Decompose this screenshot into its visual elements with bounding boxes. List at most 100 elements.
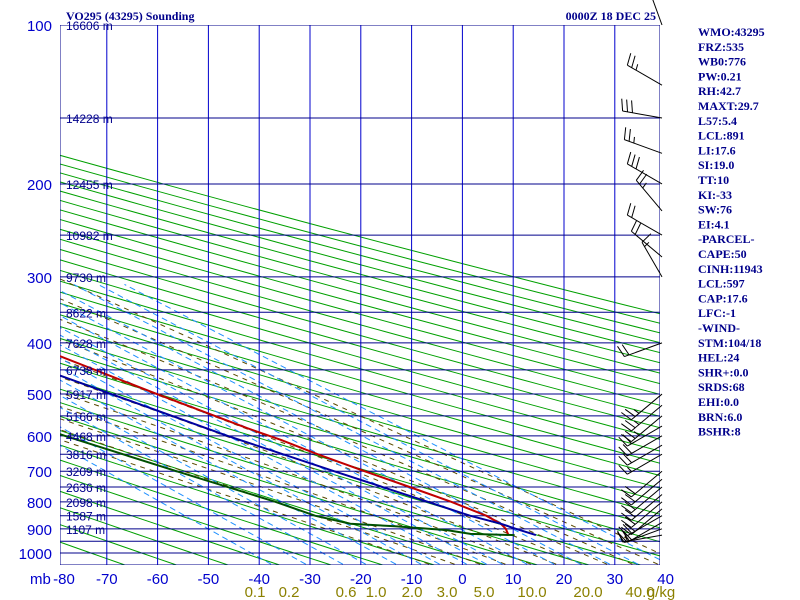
height-label: 12455 m xyxy=(66,178,113,192)
temperature-tick-label: -20 xyxy=(350,571,372,588)
dry-adiabat xyxy=(60,248,660,417)
index-row: EI:4.1 xyxy=(698,217,730,231)
dry-adiabat xyxy=(60,154,660,315)
mixing-ratio-line xyxy=(60,357,440,565)
wind-barb xyxy=(621,470,663,498)
wind-barb xyxy=(626,151,663,185)
index-row: LI:17.6 xyxy=(698,143,736,157)
moist-adiabat xyxy=(60,418,481,565)
temperature-tick-label: 20 xyxy=(556,571,573,588)
index-row: SRDS:68 xyxy=(698,380,745,394)
mixing-ratio-label: 2.0 xyxy=(402,584,423,600)
index-row: KI:-33 xyxy=(698,188,732,202)
mixing-ratio-label: 3.0 xyxy=(437,584,458,600)
wind-barb xyxy=(635,170,663,212)
wind-barb xyxy=(626,203,663,236)
mixing-ratio-label: 5.0 xyxy=(474,584,495,600)
dry-adiabat xyxy=(60,459,385,565)
mixing-ratio-line xyxy=(60,426,307,565)
series-line-dewpoint xyxy=(60,433,515,537)
series-line-parcel xyxy=(60,374,537,537)
index-row: SHR+:0.0 xyxy=(698,365,749,379)
index-row: EHI:0.0 xyxy=(698,395,739,409)
pressure-label: 1000 xyxy=(19,546,52,563)
index-row: STM:104/18 xyxy=(698,336,761,350)
index-row: -WIND- xyxy=(698,321,740,335)
temperature-tick-label: -10 xyxy=(401,571,423,588)
mixing-ratio-label: 10.0 xyxy=(517,584,546,600)
dry-adiabat xyxy=(60,507,230,565)
height-label: 2636 m xyxy=(66,481,106,495)
moist-adiabat xyxy=(60,318,633,565)
temperature-tick-label: -60 xyxy=(147,571,169,588)
height-label: 9730 m xyxy=(66,271,106,285)
plot-frame xyxy=(60,25,660,565)
moist-adiabat xyxy=(60,298,658,565)
index-row: TT:10 xyxy=(698,173,729,187)
index-row: WMO:43295 xyxy=(698,25,765,39)
index-row: LCL:891 xyxy=(698,129,745,143)
wind-barb xyxy=(621,393,663,421)
dry-adiabat xyxy=(60,291,660,464)
height-label: 3816 m xyxy=(66,448,106,462)
index-row: PW:0.21 xyxy=(698,69,742,83)
mixing-ratio-line xyxy=(60,444,272,565)
dry-adiabat xyxy=(60,259,660,429)
height-label: 4468 m xyxy=(66,430,106,444)
wind-barb xyxy=(621,501,663,528)
height-label: 1587 m xyxy=(66,510,106,524)
wind-barb xyxy=(618,453,663,475)
index-row: CAPE:50 xyxy=(698,247,747,261)
index-row: L57:5.4 xyxy=(698,114,737,128)
wind-barb xyxy=(617,342,663,358)
dry-adiabat xyxy=(60,325,660,502)
wind-barb xyxy=(618,444,663,466)
mixing-ratio-line xyxy=(60,334,487,565)
dry-adiabat xyxy=(60,429,488,565)
mixing-ratio-labels: 0.1 0.2 0.6 1.0 2.0 3.0 5.0 10.0 20.0 40.0g/kg xyxy=(245,584,676,600)
wind-barb xyxy=(623,127,663,154)
wind-barb xyxy=(618,435,663,457)
dry-adiabat xyxy=(60,490,282,565)
pressure-label: 600 xyxy=(27,429,52,446)
index-row: WB0:776 xyxy=(698,55,746,69)
height-label: 5917 m xyxy=(66,388,106,402)
pressure-label: 300 xyxy=(27,270,52,287)
temperature-tick-label: 30 xyxy=(606,571,623,588)
moist-adiabat xyxy=(60,439,430,565)
dry-adiabat xyxy=(60,269,660,440)
index-row: SI:19.0 xyxy=(698,158,734,172)
mixing-ratio-label: 0.2 xyxy=(279,584,300,600)
chart-title: VO295 (43295) Sounding xyxy=(66,9,194,23)
mixing-ratio-line xyxy=(97,283,639,565)
mixing-ratio-label: 1.0 xyxy=(366,584,387,600)
mixing-ratio-label: 20.0 xyxy=(573,584,602,600)
wind-barb xyxy=(630,219,663,258)
wind-barb xyxy=(621,478,663,506)
temperature-tick-label: 40 xyxy=(657,571,674,588)
wind-barb xyxy=(652,0,663,26)
wind-barb xyxy=(641,233,663,278)
wind-barb xyxy=(621,494,663,521)
mixing-ratio-line xyxy=(60,344,467,565)
index-row: LCL:597 xyxy=(698,277,745,291)
mixing-ratio-line xyxy=(124,283,660,561)
temperature-tick-label: 0 xyxy=(458,571,466,588)
dry-adiabat xyxy=(60,218,660,385)
temperature-tick-label: -30 xyxy=(299,571,321,588)
sounding-profiles xyxy=(60,355,537,537)
mixing-ratio-line xyxy=(60,289,581,565)
index-row: MAXT:29.7 xyxy=(698,99,759,113)
height-label: 7628 m xyxy=(66,337,106,351)
index-row: RH:42.7 xyxy=(698,84,741,98)
dry-adiabat xyxy=(60,172,660,334)
height-label: 1107 m xyxy=(66,523,105,537)
mixing-ratio-line xyxy=(73,283,610,565)
temperature-labels: mb -80 -70 -60 -50 -40 -30 -20 -10 0 10 20 30 40 xyxy=(30,571,674,588)
height-label: 14228 m xyxy=(66,112,113,126)
dry-adiabat xyxy=(60,209,660,374)
temperature-tick-label: 10 xyxy=(505,571,522,588)
mixing-ratio-line xyxy=(60,406,344,565)
height-label: 2098 m xyxy=(66,496,106,510)
dry-adiabat xyxy=(60,181,660,344)
